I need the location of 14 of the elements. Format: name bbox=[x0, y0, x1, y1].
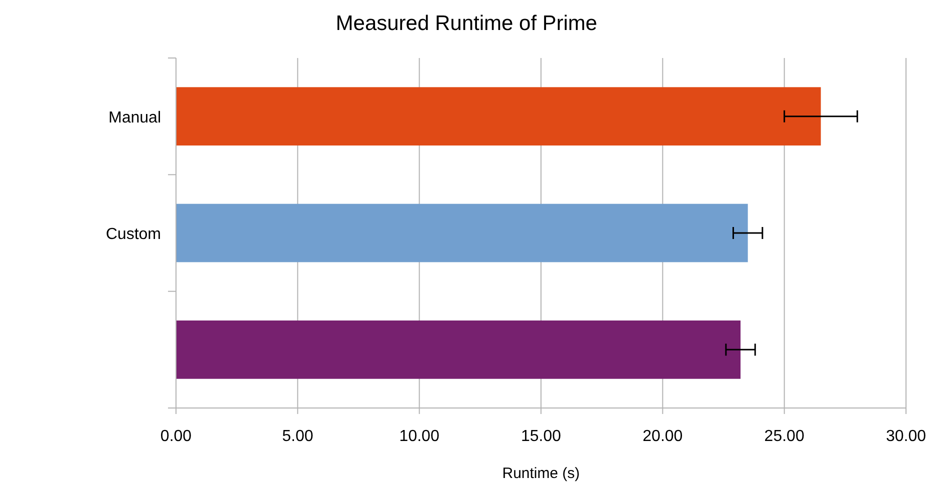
x-tick-label: 25.00 bbox=[764, 428, 804, 445]
y-tick-label: Manual bbox=[108, 109, 161, 126]
y-tick-label: Custom bbox=[106, 226, 161, 243]
x-tick-label: 10.00 bbox=[399, 428, 440, 445]
x-tick-label: 0.00 bbox=[160, 428, 192, 445]
x-tick-label: 5.00 bbox=[282, 428, 314, 445]
bar bbox=[176, 320, 741, 379]
x-tick-label: 15.00 bbox=[520, 428, 562, 445]
x-tick-label: 20.00 bbox=[642, 428, 683, 445]
bar bbox=[176, 87, 821, 146]
x-tick-label: 30.00 bbox=[886, 428, 926, 445]
chart-title: Measured Runtime of Prime bbox=[336, 12, 598, 35]
x-axis-title: Runtime (s) bbox=[502, 465, 580, 482]
bar bbox=[176, 204, 748, 262]
